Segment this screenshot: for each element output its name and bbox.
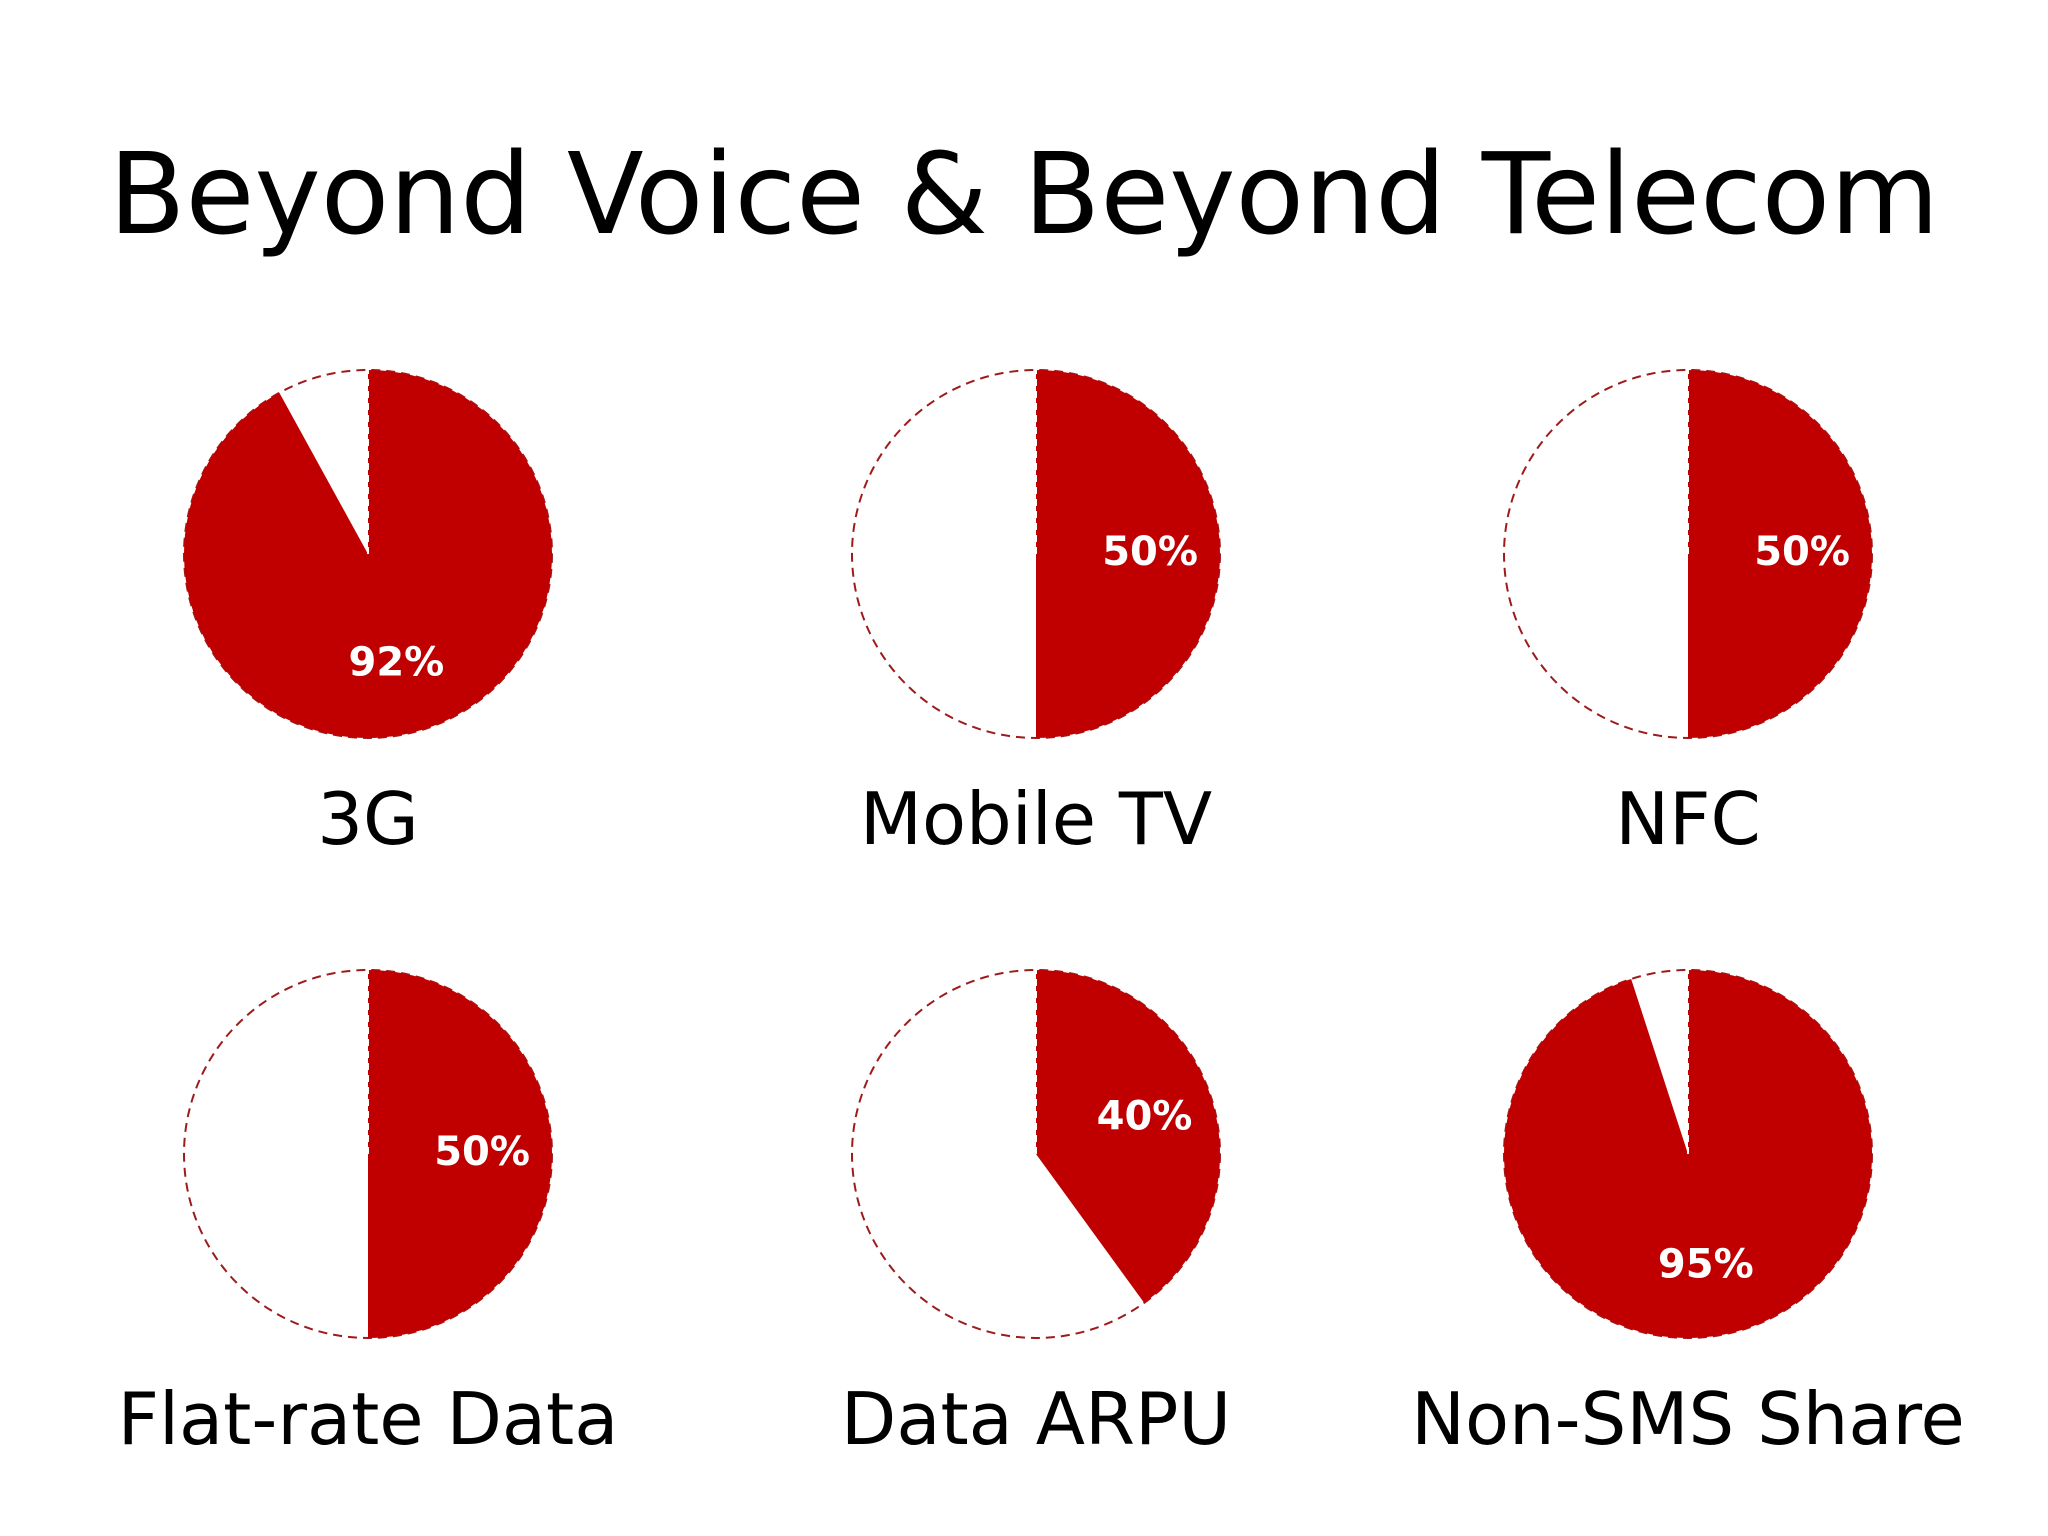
pie-slice [1688,370,1872,738]
pie-mobile-tv: 50% Mobile TV [851,369,1221,861]
pie-caption: Data ARPU [841,1377,1231,1461]
pie-caption: Non-SMS Share [1411,1377,1965,1461]
pie-caption: 3G [317,777,419,861]
pie-caption: NFC [1615,777,1761,861]
pie-value-label: 95% [1658,1242,1754,1288]
pie-caption: Flat-rate Data [118,1377,619,1461]
pie-nfc: 50% NFC [1503,369,1873,861]
pie-value-label: 50% [434,1129,530,1175]
pie-flat-rate-data: 50% Flat-rate Data [118,969,619,1461]
pie-value-label: 50% [1102,529,1198,575]
pie-slice [1036,970,1220,1303]
pie-value-label: 40% [1097,1094,1193,1140]
pie-non-sms-share: 95% Non-SMS Share [1411,969,1965,1461]
pie-caption: Mobile TV [860,777,1212,861]
pie-data-arpu: 40% Data ARPU [841,969,1231,1461]
pie-value-label: 50% [1754,529,1850,575]
pie-slice [368,970,552,1338]
pie-slice [1036,370,1220,738]
pie-3g: 92% 3G [183,369,553,861]
pie-outline [851,969,1221,1339]
pie-value-label: 92% [349,640,445,686]
slide-title: Beyond Voice & Beyond Telecom [108,130,1940,260]
